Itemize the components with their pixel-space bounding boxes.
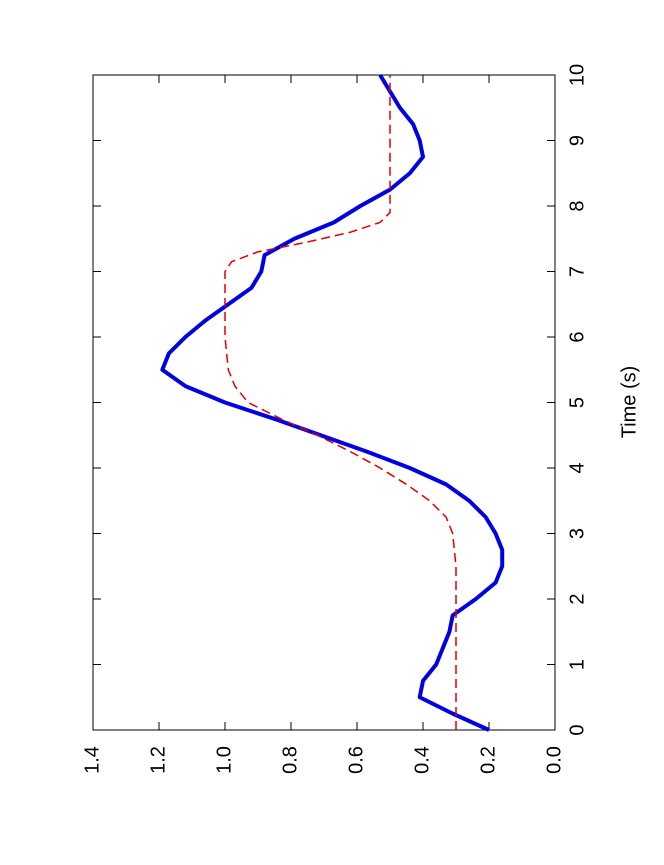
x-tick-label: 3 <box>566 528 588 539</box>
x-tick-label: 8 <box>566 200 588 211</box>
x-tick-label: 10 <box>566 64 588 86</box>
x-tick-label: 2 <box>566 593 588 604</box>
x-tick-label: 0 <box>566 724 588 735</box>
y-tick-label: 1.4 <box>81 746 103 774</box>
data-line <box>160 73 505 732</box>
x-axis-label: Time (s) <box>618 366 640 439</box>
y-tick-label: 1.0 <box>213 746 235 774</box>
y-tick-label: 1.2 <box>147 746 169 774</box>
data-line <box>224 75 457 730</box>
y-tick-label: 0.2 <box>477 746 499 774</box>
plot-frame <box>92 74 556 731</box>
y-tick-label: 0.4 <box>411 746 433 774</box>
x-tick-label: 9 <box>566 135 588 146</box>
y-tick-label: 0.8 <box>279 746 301 774</box>
x-tick-label: 1 <box>566 659 588 670</box>
x-tick-label: 4 <box>566 462 588 473</box>
x-tick-label: 5 <box>566 397 588 408</box>
x-tick-label: 7 <box>566 266 588 277</box>
x-tick-label: 6 <box>566 331 588 342</box>
y-tick-label: 0.0 <box>543 746 565 774</box>
y-tick-label: 0.6 <box>345 746 367 774</box>
